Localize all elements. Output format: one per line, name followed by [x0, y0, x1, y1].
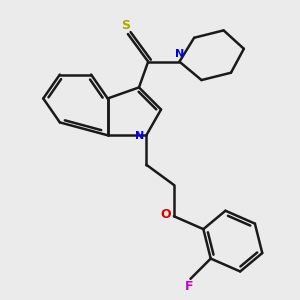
Text: N: N: [175, 49, 184, 58]
Text: N: N: [135, 131, 144, 141]
Text: O: O: [160, 208, 171, 221]
Text: F: F: [184, 280, 193, 293]
Text: S: S: [122, 20, 130, 32]
